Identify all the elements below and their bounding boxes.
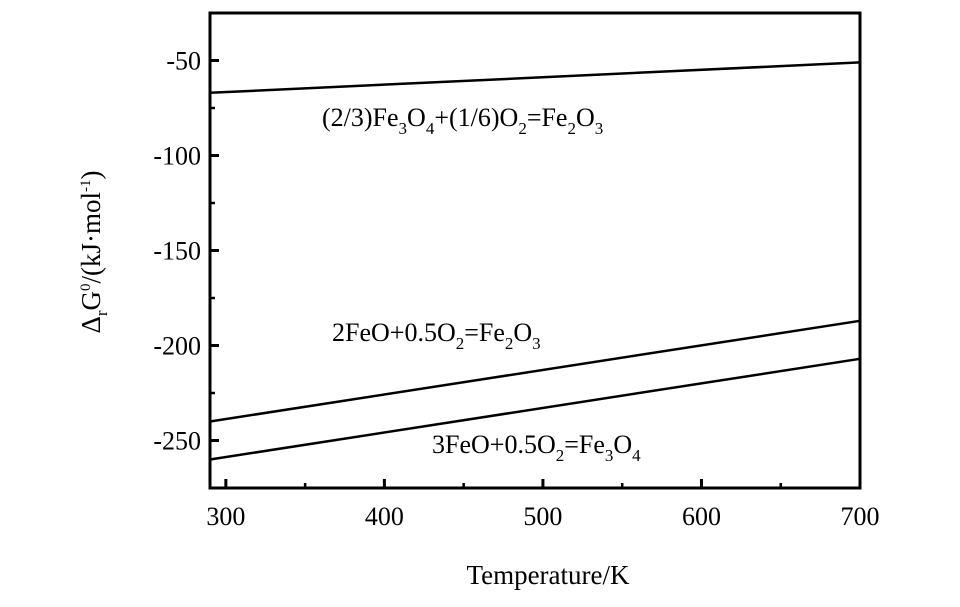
svg-text:ΔrG0/(kJ·mol-1): ΔrG0/(kJ·mol-1) [76, 170, 111, 333]
x-tick-label: 500 [523, 502, 562, 531]
y-tick-label: -150 [153, 237, 201, 266]
x-axis-title: Temperature/K [466, 560, 630, 590]
y-tick-label: -200 [153, 332, 201, 361]
y-axis-title-unit: /(kJ·mol [76, 192, 106, 284]
y-axis-title-g: G [76, 291, 106, 311]
series-labels: (2/3)Fe3O4+(1/6)O2=Fe2O3 2FeO+0.5O2=Fe2O3… [322, 103, 641, 465]
series-lines [209, 61, 861, 461]
series-line-3 [209, 357, 861, 461]
y-axis-title-close: ) [76, 170, 106, 179]
y-tick-label: -100 [153, 142, 201, 171]
x-tick-label: 300 [206, 502, 245, 531]
x-tick-label: 400 [365, 502, 404, 531]
y-axis-title-subscript-r: r [92, 310, 111, 316]
axis-ticks [210, 59, 862, 488]
series-label-3: 3FeO+0.5O2=Fe3O4 [432, 430, 641, 465]
x-tick-label: 700 [841, 502, 880, 531]
series-label-2: 2FeO+0.5O2=Fe2O3 [332, 318, 541, 353]
x-tick-label: 600 [682, 502, 721, 531]
tick-labels: 300 400 500 600 700 -50 -100 -150 -200 -250 [153, 47, 879, 532]
y-axis-title-superscript-minus-one: -1 [78, 179, 94, 192]
series-label-1: (2/3)Fe3O4+(1/6)O2=Fe2O3 [322, 103, 603, 138]
series-line-1 [209, 61, 861, 95]
y-axis-title: ΔrG0/(kJ·mol-1) [76, 170, 111, 333]
y-tick-label: -50 [166, 47, 201, 76]
y-axis-title-superscript-zero: 0 [78, 283, 94, 291]
y-tick-label: -250 [153, 427, 201, 456]
series-line-2 [209, 319, 861, 423]
y-axis-title-delta: Δ [76, 316, 106, 333]
